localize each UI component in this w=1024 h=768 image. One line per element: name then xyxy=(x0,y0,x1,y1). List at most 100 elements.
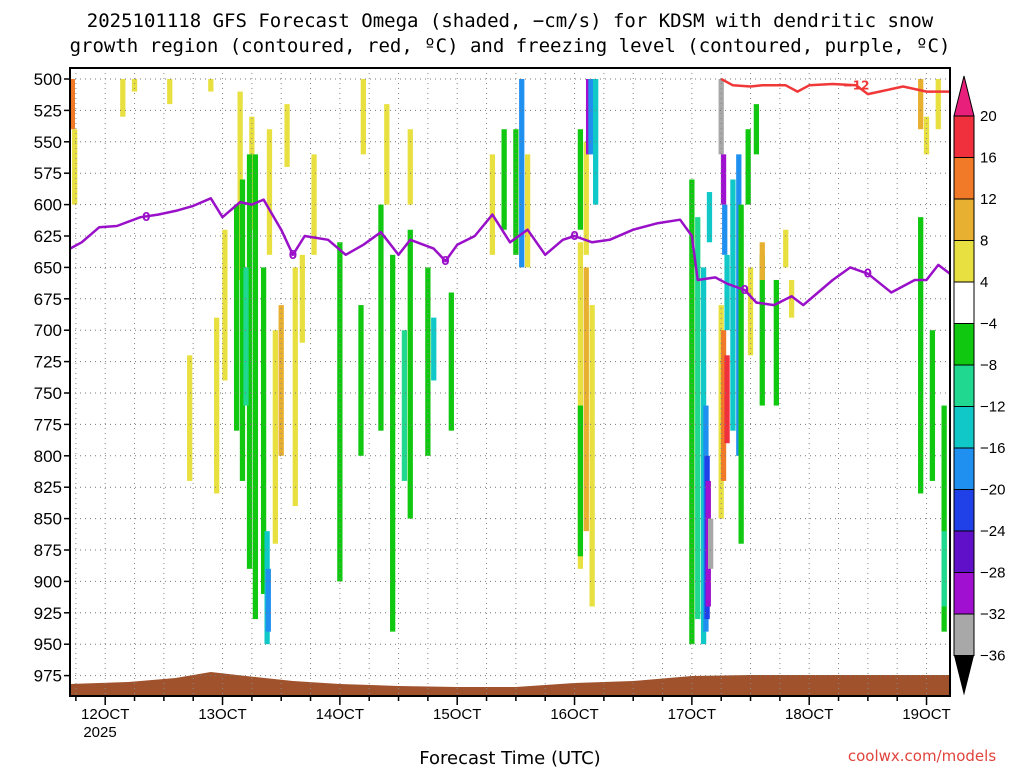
omega-cell xyxy=(390,254,396,632)
omega-cell xyxy=(708,518,714,569)
colorbar-segment xyxy=(953,157,975,200)
freezing-level-label: 0 xyxy=(570,229,578,243)
grid-layer xyxy=(70,68,950,696)
omega-cell xyxy=(718,79,724,155)
y-tick-label: 600 xyxy=(34,196,62,215)
dgz-contour xyxy=(720,77,950,96)
freezing-level-label: 0 xyxy=(740,283,748,297)
omega-cell xyxy=(299,254,305,343)
omega-cell xyxy=(489,154,496,255)
y-tick-label: 775 xyxy=(34,415,62,434)
y-tick-label: 575 xyxy=(34,164,62,183)
omega-cell xyxy=(929,330,936,481)
colorbar-segment xyxy=(953,530,975,573)
y-tick-label: 925 xyxy=(34,604,62,623)
omega-cell xyxy=(513,129,519,255)
x-tick-label: 15OCT xyxy=(433,706,481,723)
colorbar-label: 4 xyxy=(980,274,988,291)
omega-cell xyxy=(722,204,728,255)
colorbar-label: 16 xyxy=(980,150,997,167)
chart-title-line1: 2025101118 GFS Forecast Omega (shaded, −… xyxy=(87,10,934,32)
omega-cell xyxy=(187,355,193,481)
plot-frame xyxy=(69,67,951,697)
colorbar-segment xyxy=(953,489,975,532)
x-tick-label: 17OCT xyxy=(668,706,716,723)
omega-cell xyxy=(167,79,173,105)
omega-cell xyxy=(284,104,290,167)
freezing-level-label: 0 xyxy=(441,254,449,268)
omega-cell xyxy=(724,254,730,331)
colorbar-segment xyxy=(953,613,975,656)
x-tick-label: 18OCT xyxy=(785,706,833,723)
omega-cell xyxy=(706,192,713,243)
y-tick-label: 825 xyxy=(34,478,62,497)
colorbar-segment xyxy=(953,240,975,283)
omega-cell xyxy=(337,242,343,582)
omega-cell xyxy=(583,267,589,532)
y-tick-label: 750 xyxy=(34,384,62,403)
omega-cell xyxy=(222,229,228,381)
colorbar-label: −36 xyxy=(980,648,1005,665)
omega-cell xyxy=(759,242,765,280)
x-tick-label: 13OCT xyxy=(198,706,246,723)
omega-cell xyxy=(935,79,941,130)
x-tick-label: 19OCT xyxy=(902,706,950,723)
omega-cell xyxy=(401,330,408,481)
omega-cell xyxy=(407,129,413,205)
colorbar-label: −32 xyxy=(980,606,1005,623)
omega-cell xyxy=(448,292,454,431)
omega-cell xyxy=(788,279,795,318)
colorbar-label: −16 xyxy=(980,440,1005,457)
watermark: coolwx.com/models xyxy=(848,747,996,765)
omega-cell xyxy=(407,229,413,519)
y-tick-label: 875 xyxy=(34,541,62,560)
colorbar-label: 8 xyxy=(980,233,988,250)
omega-cell xyxy=(918,79,924,130)
omega-cell xyxy=(747,267,754,356)
colorbar-label: 20 xyxy=(980,108,997,125)
x-tick-label: 12OCT xyxy=(81,706,129,723)
omega-cell xyxy=(360,79,366,155)
freezing-level-label: 0 xyxy=(289,248,297,262)
colorbar-segment xyxy=(953,198,975,241)
omega-cell xyxy=(524,154,531,268)
omega-cell xyxy=(695,217,701,620)
colorbar-label: −12 xyxy=(980,399,1005,416)
y-tick-label: 625 xyxy=(34,227,62,246)
dgz-contour-label: −12 xyxy=(843,78,870,92)
omega-cell xyxy=(239,179,246,481)
omega-cell xyxy=(278,305,284,456)
y-tick-label: 650 xyxy=(34,258,62,277)
terrain-surface xyxy=(70,672,950,696)
omega-cell xyxy=(431,317,437,381)
omega-cell xyxy=(292,267,298,507)
colorbar-label: −8 xyxy=(980,357,997,374)
colorbar-label: −4 xyxy=(980,316,997,333)
omega-cell xyxy=(384,104,390,205)
omega-cell xyxy=(724,355,730,444)
omega-cell xyxy=(425,267,431,456)
omega-cell xyxy=(214,317,220,494)
colorbar-top-arrow xyxy=(953,75,975,117)
omega-cell xyxy=(233,204,240,431)
omega-cell xyxy=(272,330,278,544)
y-tick-label: 900 xyxy=(34,572,62,591)
omega-cell xyxy=(577,129,584,230)
omega-cell xyxy=(923,116,930,155)
y-tick-label: 700 xyxy=(34,321,62,340)
y-tick-label: 975 xyxy=(34,667,62,686)
omega-cell xyxy=(759,254,765,406)
colorbar-label: −28 xyxy=(980,565,1005,582)
omega-cell xyxy=(730,179,736,431)
colorbar-label: −24 xyxy=(980,523,1005,540)
chart-title-line2: growth region (contoured, red, ºC) and f… xyxy=(70,35,951,57)
omega-cell xyxy=(583,141,589,255)
colorbar-label: −20 xyxy=(980,482,1005,499)
omega-cell xyxy=(519,79,525,268)
colorbar-segment xyxy=(953,447,975,490)
colorbar-segment xyxy=(953,572,975,615)
x-axis-ticks: 12OCT 13OCT 14OCT 15OCT 16OCT 17OCT 18OCT 19OCT xyxy=(75,696,951,723)
y-tick-label: 675 xyxy=(34,290,62,309)
y-tick-label: 525 xyxy=(34,101,62,120)
